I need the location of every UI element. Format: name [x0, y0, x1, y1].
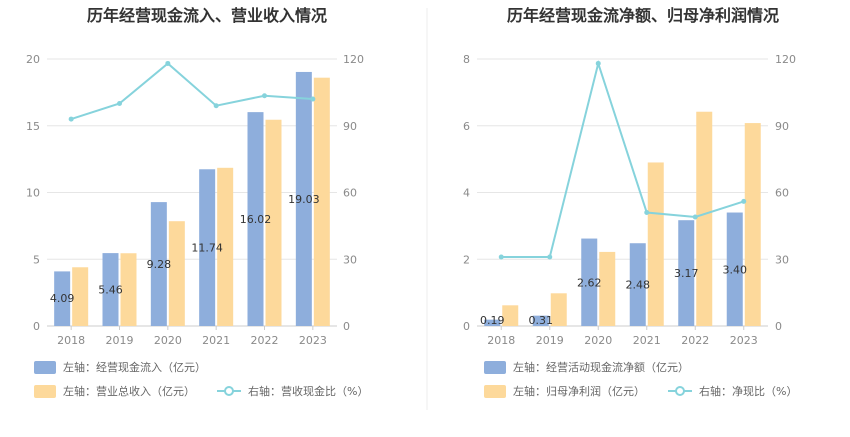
left-axis-tick: 20 [26, 53, 40, 66]
bar-secondary [72, 267, 89, 326]
ratio-point [547, 254, 553, 260]
legend-swatch-secondary [34, 385, 56, 398]
cash-inflow-revenue-chart: 历年经营现金流入、营业收入情况 0 5 10 15 20 0 30 60 90 120 2018 201… [26, 6, 368, 398]
bar-data-label: 4.09 [50, 292, 75, 305]
bar-secondary [120, 253, 137, 326]
bar-primary [150, 202, 167, 326]
right-axis-tick: 60 [775, 187, 789, 200]
ratio-point [213, 103, 219, 109]
legend-label: 左轴：营业总收入（亿元） [63, 384, 195, 398]
bar-secondary [265, 119, 282, 327]
bar-data-label: 19.03 [288, 193, 320, 206]
bar-data-label: 2.62 [577, 276, 602, 289]
x-axis-tick-label: 2023 [299, 334, 327, 347]
bar-data-label: 2.48 [626, 279, 651, 292]
legend-label: 左轴：经营现金流入（亿元） [63, 360, 206, 374]
left-axis-tick: 8 [463, 53, 470, 66]
bar-secondary [599, 251, 616, 326]
bar-secondary [550, 293, 567, 326]
bar-primary [581, 238, 598, 326]
bar-data-label: 16.02 [240, 213, 272, 226]
x-axis-tick-label: 2018 [57, 334, 85, 347]
bar-primary [102, 253, 119, 326]
bar-primary [532, 315, 549, 326]
legend-label: 左轴：经营活动现金流净额（亿元） [513, 360, 689, 374]
right-axis-tick: 60 [343, 187, 357, 200]
right-axis-tick: 0 [775, 320, 782, 333]
right-axis-tick: 120 [343, 53, 364, 66]
x-axis-tick-label: 2019 [536, 334, 564, 347]
bar-secondary [313, 77, 330, 326]
right-axis-tick: 30 [343, 253, 357, 266]
legend-swatch-primary [34, 361, 56, 374]
bar-data-label: 9.28 [147, 258, 172, 271]
x-axis-tick-label: 2020 [584, 334, 612, 347]
legend-line-marker [224, 386, 234, 396]
legend-label: 左轴：归母净利润（亿元） [513, 384, 645, 398]
bar-primary [629, 243, 646, 326]
ratio-line [70, 62, 313, 121]
ratio-point [262, 93, 267, 99]
left-axis-tick: 6 [463, 120, 470, 133]
left-axis-tick: 0 [463, 320, 470, 333]
ratio-point [117, 101, 122, 106]
ratio-point [165, 60, 171, 66]
net-cashflow-profit-chart: 历年经营现金流净额、归母净利润情况 0 2 4 6 8 0 30 60 90 120 2018 2019… [463, 6, 797, 398]
bar-data-label: 5.46 [98, 284, 123, 297]
right-axis-tick: 90 [343, 120, 357, 133]
x-axis-tick-label: 2023 [730, 334, 758, 347]
ratio-point [595, 60, 601, 66]
bar-data-label: 0.31 [529, 314, 554, 327]
legend-swatch-secondary [484, 385, 506, 398]
bar-secondary [502, 305, 519, 326]
right-axis-tick: 120 [775, 53, 796, 66]
bar-data-label: 3.17 [674, 267, 699, 280]
chart-title: 历年经营现金流净额、归母净利润情况 [507, 6, 779, 25]
x-axis-tick-label: 2021 [633, 334, 661, 347]
left-axis-tick: 4 [463, 187, 470, 200]
bar-secondary [217, 167, 234, 326]
ratio-point [498, 254, 504, 260]
ratio-point [644, 210, 650, 216]
bar-primary [726, 212, 743, 326]
left-axis-tick: 15 [26, 120, 40, 133]
right-axis-tick: 0 [343, 320, 350, 333]
x-axis-tick-label: 2021 [202, 334, 230, 347]
bar-primary [295, 71, 312, 327]
legend-swatch-primary [484, 361, 506, 374]
ratio-point [741, 198, 747, 204]
ratio-point [310, 96, 316, 102]
right-axis-tick: 30 [775, 253, 789, 266]
left-axis-tick: 5 [33, 253, 40, 266]
bar-secondary [168, 221, 185, 326]
bar-data-label: 0.19 [480, 314, 505, 327]
bar-secondary [647, 162, 664, 326]
legend-line-marker [675, 386, 685, 396]
bar-primary [484, 319, 501, 326]
x-axis-tick-label: 2022 [251, 334, 279, 347]
x-axis-tick-label: 2020 [154, 334, 182, 347]
bar-secondary [696, 111, 713, 326]
bar-secondary [744, 123, 761, 326]
ratio-line [501, 59, 745, 259]
left-axis-tick: 2 [463, 253, 470, 266]
left-axis-tick: 0 [33, 320, 40, 333]
bar-primary [199, 169, 216, 326]
bar-primary [54, 271, 71, 326]
bar-data-label: 3.40 [723, 263, 748, 276]
ratio-point [692, 214, 698, 220]
left-axis-tick: 10 [26, 187, 40, 200]
bar-primary [678, 220, 695, 326]
bar-primary [247, 112, 264, 327]
x-axis-tick-label: 2018 [487, 334, 515, 347]
bar-data-label: 11.74 [191, 242, 223, 255]
chart-title: 历年经营现金流入、营业收入情况 [87, 6, 327, 25]
right-axis-tick: 90 [775, 120, 789, 133]
x-axis-tick-label: 2019 [106, 334, 134, 347]
legend-label: 右轴：净现比（%） [699, 384, 797, 398]
x-axis-tick-label: 2022 [681, 334, 709, 347]
ratio-point [68, 116, 74, 122]
legend-label: 右轴：营收现金比（%） [248, 384, 368, 398]
